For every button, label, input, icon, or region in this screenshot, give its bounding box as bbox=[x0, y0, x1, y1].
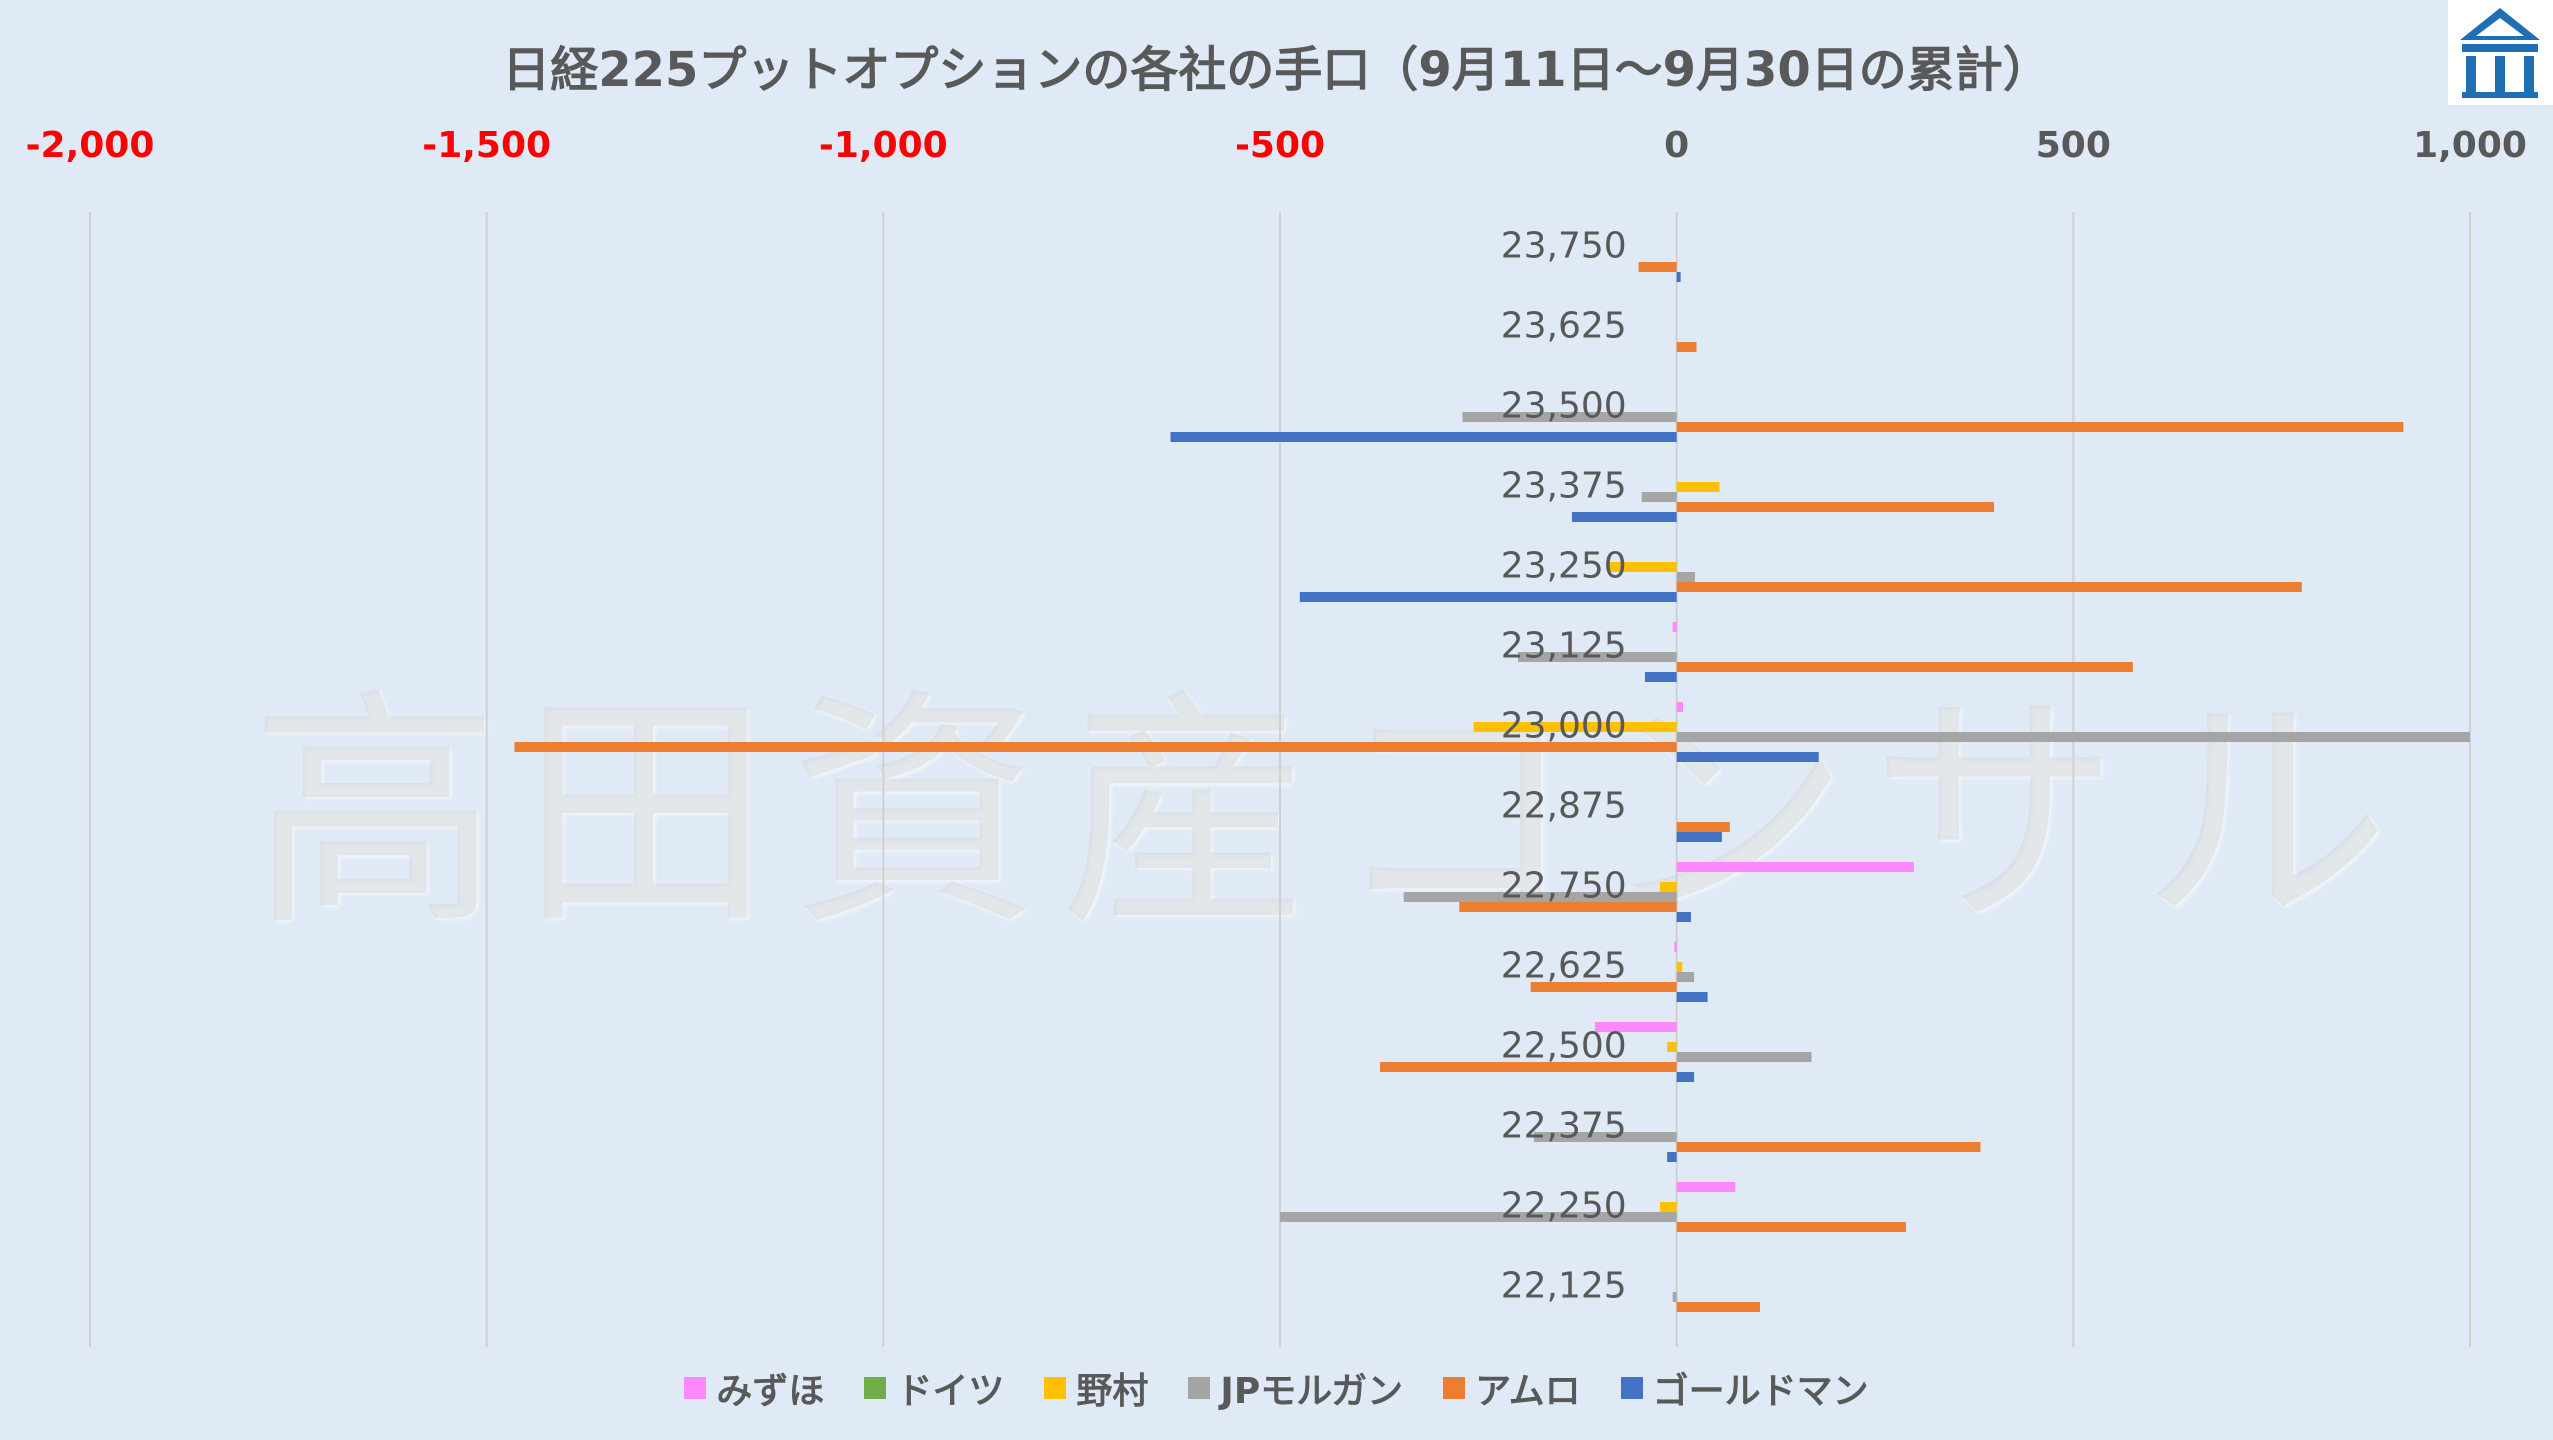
category-label: 23,000 bbox=[1500, 705, 1627, 747]
x-tick-label: -1,000 bbox=[818, 125, 948, 166]
bar-3-12 bbox=[1280, 1212, 1677, 1222]
category-label: 22,125 bbox=[1500, 1265, 1627, 1307]
legend-item: アムロ bbox=[1443, 1362, 1581, 1414]
bar-3-6 bbox=[1676, 732, 2470, 742]
bar-5-3 bbox=[1571, 512, 1677, 522]
bar-4-0 bbox=[1638, 262, 1677, 272]
x-tick-label: -500 bbox=[1234, 125, 1326, 166]
legend-label: ゴールドマン bbox=[1652, 1371, 1869, 1412]
bar-4-13 bbox=[1676, 1302, 1760, 1312]
legend-swatch bbox=[1620, 1377, 1643, 1399]
bar-4-10 bbox=[1379, 1062, 1677, 1072]
bar-3-10 bbox=[1676, 1052, 1812, 1062]
category-label: 22,500 bbox=[1500, 1025, 1627, 1067]
bar-3-3 bbox=[1641, 492, 1677, 502]
category-label: 23,750 bbox=[1500, 225, 1627, 267]
bar-3-5 bbox=[1518, 652, 1677, 662]
category-label: 23,625 bbox=[1500, 305, 1627, 347]
bar-4-9 bbox=[1530, 982, 1677, 992]
legend-label: ドイツ bbox=[896, 1371, 1005, 1412]
bar-5-4 bbox=[1299, 592, 1677, 602]
bar-4-8 bbox=[1459, 902, 1677, 912]
category-label: 22,625 bbox=[1500, 945, 1627, 987]
bar-5-8 bbox=[1676, 912, 1691, 922]
bar-3-4 bbox=[1676, 572, 1695, 582]
bar-4-7 bbox=[1676, 822, 1730, 832]
x-tick-label: -2,000 bbox=[25, 125, 155, 166]
bar-2-4 bbox=[1609, 562, 1677, 572]
legend-swatch bbox=[1044, 1377, 1067, 1399]
category-label: 22,375 bbox=[1500, 1105, 1627, 1147]
legend-swatch bbox=[1443, 1377, 1466, 1399]
bar-2-3 bbox=[1676, 482, 1720, 492]
category-label: 23,250 bbox=[1500, 545, 1627, 587]
bar-0-6 bbox=[1676, 702, 1684, 712]
bar-2-9 bbox=[1676, 962, 1683, 972]
legend-item: みずほ bbox=[684, 1362, 824, 1414]
bar-5-11 bbox=[1667, 1152, 1677, 1162]
bar-4-12 bbox=[1676, 1222, 1906, 1232]
bar-3-11 bbox=[1533, 1132, 1677, 1142]
x-tick-label: 500 bbox=[2035, 125, 2111, 166]
category-label: 22,750 bbox=[1500, 865, 1627, 907]
legend-item: JPモルガン bbox=[1188, 1362, 1403, 1414]
bar-0-9 bbox=[1674, 942, 1677, 952]
category-label: 23,375 bbox=[1500, 465, 1627, 507]
bar-5-9 bbox=[1676, 992, 1708, 1002]
company-logo bbox=[2448, 0, 2553, 105]
legend-label: 野村 bbox=[1076, 1371, 1149, 1412]
chart-title: 日経225プットオプションの各社の手口（9月11日～9月30日の累計） bbox=[502, 42, 2051, 98]
bar-4-5 bbox=[1676, 662, 2133, 672]
bar-4-3 bbox=[1676, 502, 1994, 512]
x-tick-label: -1,500 bbox=[422, 125, 552, 166]
bar-5-6 bbox=[1676, 752, 1819, 762]
x-tick-label: 1,000 bbox=[2413, 125, 2527, 166]
legend-label: JPモルガン bbox=[1220, 1371, 1404, 1412]
bar-2-6 bbox=[1473, 722, 1677, 732]
bar-5-5 bbox=[1644, 672, 1677, 682]
category-label: 23,125 bbox=[1500, 625, 1627, 667]
bar-4-11 bbox=[1676, 1142, 1981, 1152]
watermark: 高田資産コンサル bbox=[250, 668, 2410, 959]
legend-swatch bbox=[684, 1377, 707, 1399]
bar-3-8 bbox=[1403, 892, 1677, 902]
legend-label: みずほ bbox=[716, 1371, 825, 1412]
bar-0-12 bbox=[1676, 1182, 1736, 1192]
bar-0-10 bbox=[1594, 1022, 1677, 1032]
bar-3-9 bbox=[1676, 972, 1695, 982]
legend: みずほ ドイツ 野村 JPモルガン アムロ ゴールドマン bbox=[0, 1362, 2553, 1414]
legend-label: アムロ bbox=[1475, 1371, 1581, 1412]
bar-0-5 bbox=[1672, 622, 1677, 632]
bar-5-0 bbox=[1676, 272, 1681, 282]
bar-0-8 bbox=[1676, 862, 1914, 872]
bar-3-13 bbox=[1672, 1292, 1677, 1302]
bar-4-2 bbox=[1676, 422, 2404, 432]
legend-item: ドイツ bbox=[864, 1362, 1004, 1414]
bar-3-2 bbox=[1462, 412, 1677, 422]
bar-4-6 bbox=[514, 742, 1677, 752]
bar-5-2 bbox=[1170, 432, 1677, 442]
bar-2-10 bbox=[1667, 1042, 1677, 1052]
category-label: 22,875 bbox=[1500, 785, 1627, 827]
bar-2-8 bbox=[1660, 882, 1677, 892]
legend-swatch bbox=[1188, 1377, 1211, 1399]
legend-swatch bbox=[864, 1377, 887, 1399]
bar-2-12 bbox=[1660, 1202, 1677, 1212]
legend-item: ゴールドマン bbox=[1620, 1362, 1869, 1414]
category-label: 23,500 bbox=[1500, 385, 1627, 427]
bar-4-4 bbox=[1676, 582, 2302, 592]
bar-4-1 bbox=[1676, 342, 1697, 352]
category-label: 22,250 bbox=[1500, 1185, 1627, 1227]
x-tick-label: 0 bbox=[1664, 125, 1690, 166]
legend-item: 野村 bbox=[1044, 1362, 1148, 1414]
bar-5-7 bbox=[1676, 832, 1722, 842]
bar-5-10 bbox=[1676, 1072, 1695, 1082]
